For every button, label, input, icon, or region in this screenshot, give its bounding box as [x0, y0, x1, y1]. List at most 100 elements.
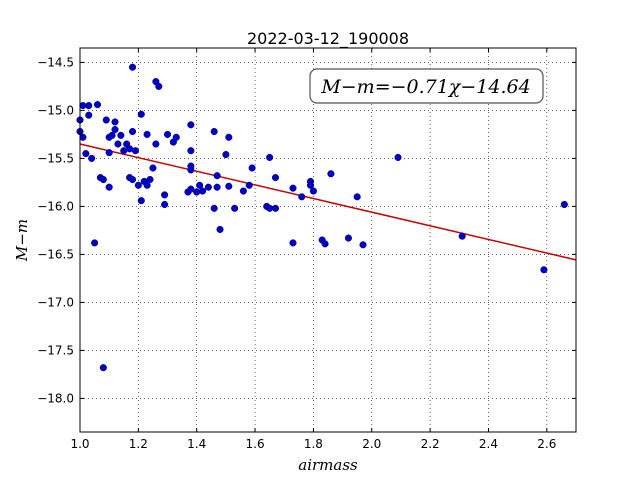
y-tick-label: −17.0 — [37, 295, 74, 309]
data-point — [108, 131, 116, 139]
data-point — [146, 175, 154, 184]
data-point — [163, 130, 172, 138]
fit-line — [79, 143, 577, 261]
data-points — [76, 63, 568, 372]
x-tick-label: 1.4 — [187, 437, 206, 451]
data-point — [210, 204, 218, 212]
data-point — [161, 200, 169, 209]
data-point — [105, 149, 113, 157]
data-point — [131, 147, 139, 155]
data-point — [93, 101, 102, 109]
data-point — [172, 133, 180, 141]
data-point — [394, 153, 402, 161]
x-tick-label: 1.8 — [304, 437, 323, 451]
grid — [79, 48, 576, 432]
data-point — [245, 181, 253, 189]
data-point — [149, 164, 157, 172]
data-point — [128, 175, 137, 184]
data-point — [137, 197, 145, 205]
data-point — [152, 140, 160, 148]
data-point — [187, 147, 195, 155]
y-tick-label: −16.0 — [37, 199, 74, 213]
x-tick-label: 2.2 — [421, 437, 440, 451]
data-point — [155, 82, 163, 90]
equation-box-frame — [309, 68, 544, 104]
data-point — [458, 232, 466, 240]
data-point — [216, 225, 224, 233]
data-point — [239, 187, 247, 195]
data-point — [99, 364, 107, 372]
x-tick-label: 2.6 — [537, 437, 556, 451]
data-point — [289, 239, 297, 247]
data-point — [327, 170, 335, 178]
data-point — [225, 133, 233, 141]
data-point — [248, 164, 256, 172]
x-axis-label: airmass — [298, 456, 358, 474]
data-point — [91, 239, 99, 247]
plot-frame — [79, 47, 577, 433]
y-tick-label: −18.0 — [37, 391, 74, 405]
data-point — [105, 183, 113, 191]
data-point — [102, 116, 110, 124]
data-point — [128, 63, 137, 71]
data-point — [137, 110, 145, 118]
axis-ticks: 1.0 1.2 1.4 1.6 1.8 2.0 2.2 2.4 2.6 −14.5 −15.0 −15… — [37, 48, 576, 451]
data-point — [85, 111, 93, 119]
data-point — [306, 181, 315, 189]
data-point — [187, 185, 195, 193]
data-point — [161, 191, 169, 199]
y-tick-label: −16.5 — [37, 247, 74, 261]
data-point — [213, 183, 221, 191]
fit-line-layer — [79, 143, 577, 261]
data-point — [117, 131, 125, 139]
data-point — [193, 188, 201, 196]
data-point — [271, 174, 280, 182]
y-tick-label: −14.5 — [37, 55, 74, 69]
chart-title: 2022-03-12_190008 — [247, 29, 409, 49]
data-point — [271, 204, 280, 212]
data-point — [85, 102, 93, 110]
data-point — [88, 154, 96, 162]
x-tick-label: 1.6 — [246, 437, 265, 451]
data-point — [143, 181, 151, 189]
data-point — [321, 240, 329, 248]
x-tick-label: 2.4 — [479, 437, 498, 451]
data-point — [134, 181, 142, 189]
y-tick-label: −15.0 — [37, 103, 74, 117]
data-point — [82, 150, 90, 158]
data-point — [128, 127, 137, 136]
x-tick-label: 1.0 — [70, 437, 89, 451]
data-point — [540, 266, 548, 274]
data-point — [560, 200, 568, 209]
data-point — [231, 204, 239, 212]
data-point — [204, 183, 212, 191]
y-axis-label: M−m — [13, 219, 31, 262]
x-tick-label: 2.0 — [362, 437, 381, 451]
y-tick-label: −15.5 — [37, 151, 74, 165]
data-point — [196, 181, 204, 189]
data-point — [289, 184, 297, 192]
data-point — [309, 187, 317, 195]
data-point — [298, 193, 306, 201]
data-point — [222, 151, 230, 159]
data-point — [359, 241, 367, 249]
data-point — [213, 172, 221, 180]
data-point — [143, 130, 151, 138]
data-point — [99, 175, 107, 184]
x-tick-label: 1.2 — [129, 437, 148, 451]
equation-box: M−m=−0.71χ−14.64 — [309, 68, 544, 104]
data-point — [344, 234, 352, 242]
data-point — [111, 118, 119, 126]
data-point — [187, 166, 195, 174]
data-point — [198, 187, 207, 195]
data-point — [111, 126, 119, 134]
data-point — [114, 140, 122, 148]
data-point — [353, 193, 361, 201]
data-point — [79, 133, 87, 141]
data-point — [225, 182, 233, 190]
data-point — [187, 121, 195, 129]
equation-text: M−m=−0.71χ−14.64 — [320, 76, 530, 98]
y-tick-label: −17.5 — [37, 343, 74, 357]
data-point — [266, 153, 274, 161]
